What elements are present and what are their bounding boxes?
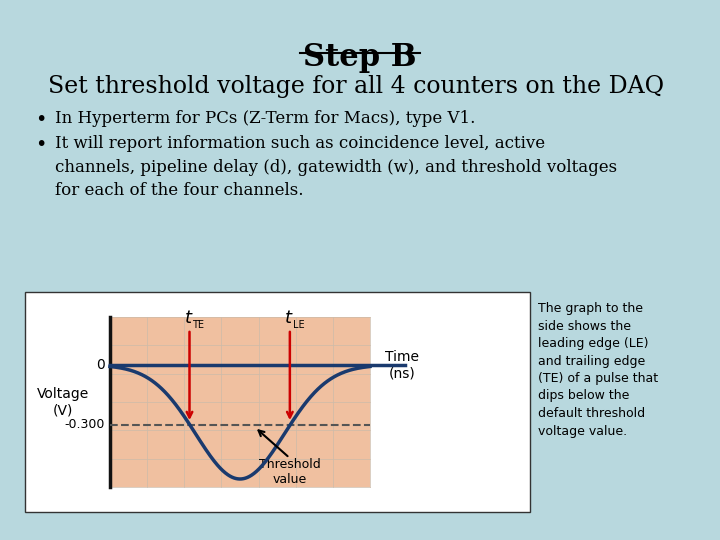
Text: •: • [35, 110, 46, 129]
Text: $t$: $t$ [284, 309, 294, 327]
Text: •: • [35, 135, 46, 154]
Text: Threshold
value: Threshold value [258, 458, 320, 486]
Text: 0: 0 [96, 358, 105, 372]
Text: TE: TE [192, 320, 204, 330]
Bar [110, 317, 370, 487]
Text: Voltage
(V): Voltage (V) [37, 387, 89, 417]
Text: LE: LE [293, 320, 305, 330]
Text: -0.300: -0.300 [65, 418, 105, 431]
Text: $t$: $t$ [184, 309, 193, 327]
Text: It will report information such as coincidence level, active
channels, pipeline : It will report information such as coinc… [55, 135, 617, 199]
Text: In Hyperterm for PCs (Z-Term for Macs), type V1.: In Hyperterm for PCs (Z-Term for Macs), … [55, 110, 475, 127]
Text: Time
(ns): Time (ns) [385, 350, 419, 380]
Text: Step B: Step B [303, 42, 417, 73]
Bar [25, 292, 530, 512]
Text: The graph to the
side shows the
leading edge (LE)
and trailing edge
(TE) of a pu: The graph to the side shows the leading … [538, 302, 658, 437]
Text: Set threshold voltage for all 4 counters on the DAQ: Set threshold voltage for all 4 counters… [48, 75, 664, 98]
